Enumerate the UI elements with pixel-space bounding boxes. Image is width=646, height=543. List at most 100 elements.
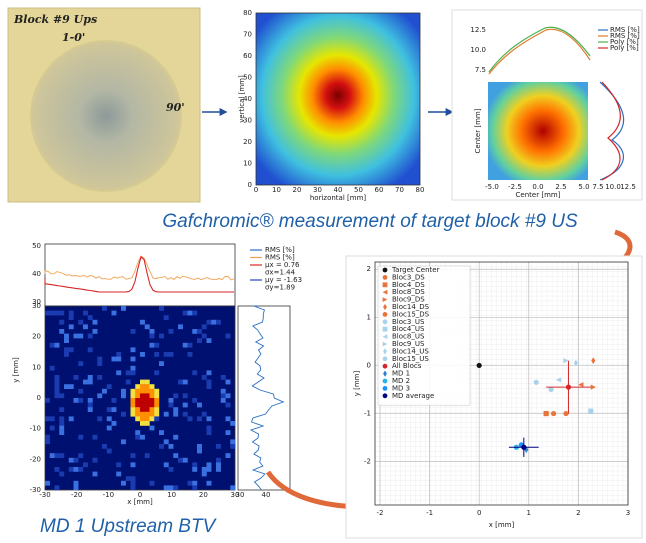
heatmap (488, 82, 588, 180)
heatmap-cell (173, 411, 179, 417)
x-tick-label: -30 (39, 491, 50, 499)
x-axis-label: horizontal [mm] (310, 194, 367, 202)
heatmap-cell (54, 388, 60, 394)
heatmap-cell (216, 444, 221, 449)
legend-label: RMS [%] (265, 254, 295, 262)
heatmap-cell (54, 467, 60, 472)
legend-marker (382, 386, 388, 391)
heatmap-cell (168, 402, 174, 408)
legend-label: Poly [%] (610, 38, 639, 46)
heatmap-cell (163, 485, 169, 491)
legend-label: Target Center (391, 266, 440, 274)
heatmap-cell (49, 365, 55, 371)
profiles: Center [mm] Center [mm] (451, 9, 643, 201)
x-tick-label: 70 (395, 186, 404, 194)
heatmap-cell (154, 388, 160, 394)
y-tick-label: -1 (364, 410, 371, 418)
heatmap-cell (182, 379, 188, 385)
y-tick-label: 40 (32, 270, 41, 278)
heatmap-cell (64, 333, 69, 339)
y-tick-label: 0 (248, 181, 252, 189)
heatmap-cell (121, 306, 126, 311)
heatmap-cell (154, 416, 160, 422)
heatmap-cell (154, 411, 160, 417)
heatmap-cell (201, 471, 207, 477)
profile-curve (44, 255, 234, 293)
legend-marker (382, 282, 388, 288)
legend-label: Poly [%] (610, 44, 639, 52)
heatmap-cell (225, 416, 231, 422)
heatmap-cell (78, 398, 84, 403)
heatmap-cell (87, 407, 93, 412)
legend-label: μy = -1.63 (265, 276, 302, 284)
x-tick-label: 12.5 (620, 183, 636, 191)
heatmap-cell (54, 453, 60, 458)
heatmap-cell (144, 416, 150, 422)
heatmap-cell (182, 310, 188, 316)
heatmap-cell (144, 393, 150, 399)
legend-label: RMS [%] (610, 32, 640, 40)
legend-label: Bloc8_DS (392, 288, 425, 296)
y-tick-label: 7.5 (475, 66, 486, 74)
x-tick-label: 0 (138, 491, 142, 499)
heatmap-cell (149, 425, 155, 431)
heatmap-cell (135, 407, 141, 412)
heatmap-cell (78, 333, 84, 339)
heatmap-cell (197, 402, 202, 408)
heatmap-cell (173, 434, 179, 440)
x-tick-label: 0.0 (532, 183, 543, 191)
heatmap-cell (206, 430, 212, 435)
heatmap-cell (111, 398, 117, 403)
heatmap-cell (106, 407, 112, 412)
heatmap-cell (92, 471, 98, 477)
heatmap-cell (78, 453, 84, 458)
heatmap-cell (130, 402, 136, 408)
heatmap-cell (83, 379, 88, 385)
y-tick-label: -20 (30, 455, 41, 463)
x-tick-label: 3 (626, 509, 630, 517)
heatmap-cell (201, 375, 207, 380)
axes-frame (374, 261, 629, 506)
heatmap-cell (144, 388, 150, 394)
heatmap-cell (106, 416, 112, 422)
legend-label: σx=1.44 (265, 269, 296, 277)
heatmap-cell (111, 421, 117, 426)
x-tick-label: 80 (416, 186, 425, 194)
heatmap-cell (125, 379, 131, 385)
x-tick-label: 30 (236, 491, 245, 499)
heatmap-cell (106, 384, 112, 389)
legend-label: Bloc9_DS (392, 296, 425, 304)
heatmap-cell (206, 467, 212, 472)
x-tick-label: -2.5 (508, 183, 522, 191)
heatmap-cell (140, 416, 145, 422)
heatmap-cell (97, 416, 103, 422)
heatmap-cell (125, 370, 131, 376)
heatmap-cell (92, 329, 98, 334)
heatmap-cell (178, 457, 183, 463)
heatmap-cell (206, 425, 212, 431)
heatmap-cell (49, 342, 55, 348)
axes-frame (44, 243, 236, 307)
heatmap-cell (83, 324, 88, 330)
heatmap-cell (163, 411, 169, 417)
heatmap-cell (87, 333, 93, 339)
legend-marker (382, 326, 388, 332)
y-tick-label: 30 (243, 117, 252, 125)
caption: Gafchromic® measurement of target block … (162, 211, 578, 232)
heatmap-cell (163, 462, 169, 468)
photo: Block #9 Ups 1-0' 90' (7, 7, 201, 203)
heatmap-cell (149, 388, 155, 394)
heatmap-cell (149, 393, 155, 399)
heatmap-cell (211, 319, 217, 325)
marker (563, 358, 569, 364)
heatmap-cell (116, 356, 122, 362)
heatmap-cell (49, 453, 55, 458)
legend-label: Bloc8_US (392, 333, 425, 341)
heatmap-cell (106, 425, 112, 431)
heatmap-cell (102, 306, 107, 311)
heatmap-cell (163, 315, 169, 320)
heatmap-cell (149, 416, 155, 422)
heatmap-cell (192, 485, 198, 491)
x-tick-label: 10.0 (605, 183, 621, 191)
y-tick-label: 50 (32, 242, 41, 250)
